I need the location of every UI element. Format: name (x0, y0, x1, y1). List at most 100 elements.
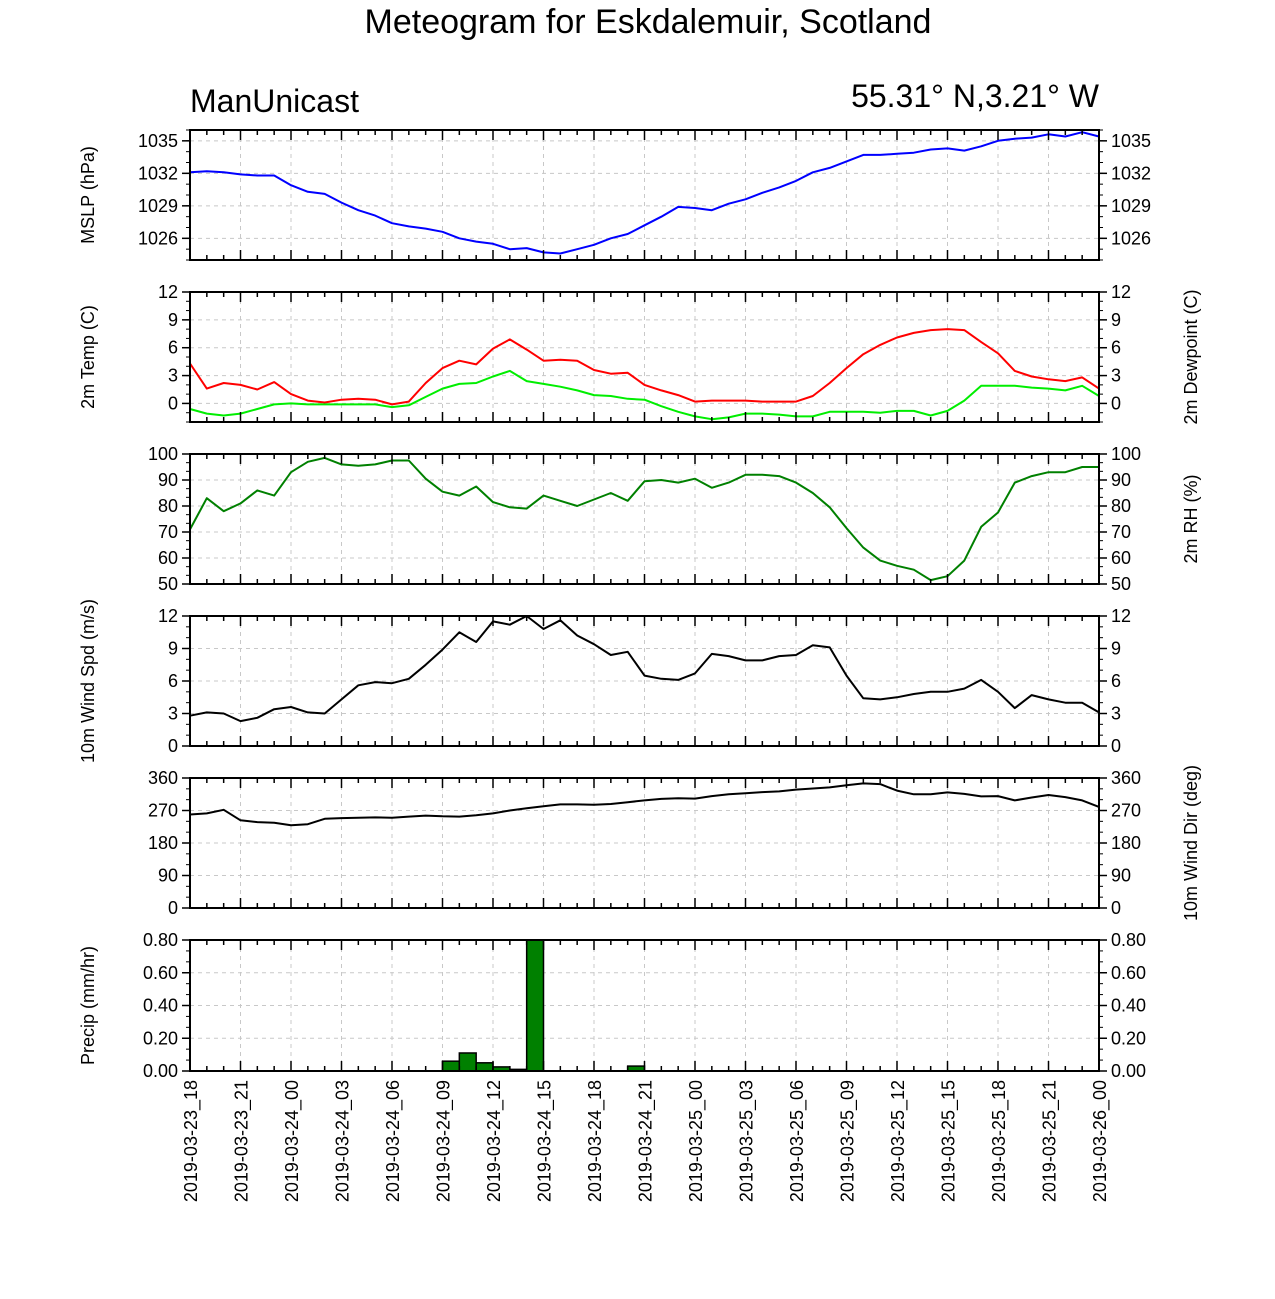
y-tick-label: 0 (168, 393, 178, 413)
temp-panel: 0 0 3 3 6 6 9 9 12 12 2m Temp (C) 2m Dewpoint (C) (78, 282, 1201, 425)
x-tick-label: 2019-03-24_03 (333, 1080, 354, 1202)
y-tick-label: 6 (168, 671, 178, 691)
x-tick-label: 2019-03-25_15 (939, 1080, 960, 1202)
precip-bar (458, 1052, 477, 1072)
y-tick-label: 0 (168, 736, 178, 756)
wspd-panel: 0 0 3 3 6 6 9 9 12 12 10m Wind Spd (m/s) (78, 599, 1131, 763)
x-tick-label: 2019-03-24_06 (383, 1080, 404, 1202)
panels-group: 1026 1026 1029 1029 1032 1032 1035 1035 MSLP (hP… (78, 129, 1201, 1202)
location-label: 55.31° N,3.21° W (851, 78, 1100, 114)
y-tick-label: 0.20 (143, 1028, 178, 1048)
x-tick-label: 2019-03-25_03 (737, 1080, 758, 1202)
y-tick-label: 0.40 (143, 996, 178, 1016)
y-tick-label: 70 (158, 522, 178, 542)
temp-ylabel-left: 2m Temp (C) (78, 305, 98, 409)
x-tick-label: 2019-03-25_00 (686, 1080, 707, 1202)
y-tick-label-right: 0 (1111, 393, 1121, 413)
y-tick-label: 0.60 (143, 963, 178, 983)
y-tick-label-right: 12 (1111, 606, 1131, 626)
y-tick-label-right: 1029 (1111, 196, 1151, 216)
y-tick-label: 0 (168, 898, 178, 918)
x-tick-label: 2019-03-25_09 (838, 1080, 859, 1202)
x-tick-label: 2019-03-23_18 (181, 1080, 202, 1202)
y-tick-label-right: 0.00 (1111, 1061, 1146, 1081)
wdir-panel: 0 0 90 90 180 180 270 270 360 360 10m Wind Dir (de… (148, 765, 1201, 921)
precip-bar (441, 1060, 461, 1072)
y-tick-label-right: 0.40 (1111, 996, 1146, 1016)
y-tick-label: 50 (158, 574, 178, 594)
wspd-ylabel-left: 10m Wind Spd (m/s) (78, 599, 98, 763)
precip-ylabel-left: Precip (mm/hr) (78, 946, 98, 1065)
y-tick-label: 1026 (138, 228, 178, 248)
x-tick-label: 2019-03-24_15 (535, 1080, 556, 1202)
x-tick-label: 2019-03-23_21 (232, 1080, 253, 1202)
y-tick-label-right: 0.60 (1111, 963, 1146, 983)
y-tick-label: 90 (158, 866, 178, 886)
wspd-series-line-1 (189, 615, 1100, 723)
mslp-ylabel-left: MSLP (hPa) (78, 146, 98, 244)
temp-series-line-1 (189, 328, 1100, 406)
x-tick-label: 2019-03-24_12 (484, 1080, 505, 1202)
y-tick-label-right: 0.80 (1111, 930, 1146, 950)
y-tick-label-right: 3 (1111, 704, 1121, 724)
y-tick-label: 1035 (138, 131, 178, 151)
y-tick-label: 12 (158, 606, 178, 626)
x-tick-label: 2019-03-24_21 (636, 1080, 657, 1202)
temp-ylabel-right: 2m Dewpoint (C) (1181, 289, 1201, 424)
x-tick-labels: 2019-03-23_18 2019-03-23_21 2019-03-24_00 2… (181, 1080, 1111, 1202)
y-tick-label: 360 (148, 768, 178, 788)
precip-bar (525, 939, 545, 1072)
y-tick-label: 270 (148, 801, 178, 821)
x-tick-label: 2019-03-26_00 (1090, 1080, 1111, 1202)
y-tick-label-right: 270 (1111, 801, 1141, 821)
y-tick-label: 90 (158, 470, 178, 490)
y-tick-label-right: 1032 (1111, 163, 1151, 183)
temp-series-line-2 (189, 369, 1100, 421)
x-tick-label: 2019-03-25_21 (1040, 1080, 1061, 1202)
x-tick-label: 2019-03-25_06 (787, 1080, 808, 1202)
y-tick-label: 100 (148, 444, 178, 464)
y-tick-label-right: 60 (1111, 548, 1131, 568)
y-tick-label-right: 0.20 (1111, 1028, 1146, 1048)
y-tick-label-right: 6 (1111, 671, 1121, 691)
y-tick-label: 12 (158, 282, 178, 302)
y-tick-label-right: 50 (1111, 574, 1131, 594)
y-tick-label: 9 (168, 639, 178, 659)
y-tick-label-right: 1035 (1111, 131, 1151, 151)
y-tick-label-right: 9 (1111, 310, 1121, 330)
precip-bar (475, 1062, 494, 1072)
y-tick-label: 60 (158, 548, 178, 568)
y-tick-label: 180 (148, 833, 178, 853)
precip-panel: 0.00 0.00 0.20 0.20 0.40 0.40 0.60 0.60 0.80 0.80… (78, 930, 1146, 1081)
x-tick-label: 2019-03-24_09 (434, 1080, 455, 1202)
y-tick-label-right: 0 (1111, 736, 1121, 756)
x-tick-label: 2019-03-24_18 (585, 1080, 606, 1202)
y-tick-label: 1032 (138, 163, 178, 183)
x-tick-label: 2019-03-24_00 (282, 1080, 303, 1202)
y-tick-label-right: 80 (1111, 496, 1131, 516)
wdir-ylabel-right: 10m Wind Dir (deg) (1181, 765, 1201, 921)
model-label: ManUnicast (190, 83, 359, 119)
y-tick-label-right: 90 (1111, 866, 1131, 886)
y-tick-label-right: 360 (1111, 768, 1141, 788)
y-tick-label: 6 (168, 338, 178, 358)
y-tick-label: 0.00 (143, 1061, 178, 1081)
x-tick-label: 2019-03-25_12 (888, 1080, 909, 1202)
y-tick-label: 9 (168, 310, 178, 330)
y-tick-label-right: 6 (1111, 338, 1121, 358)
y-tick-label-right: 100 (1111, 444, 1141, 464)
y-tick-label: 1029 (138, 196, 178, 216)
y-tick-label-right: 70 (1111, 522, 1131, 542)
y-tick-label-right: 90 (1111, 470, 1131, 490)
y-tick-label-right: 1026 (1111, 228, 1151, 248)
rh-ylabel-right: 2m RH (%) (1181, 475, 1201, 564)
mslp-panel: 1026 1026 1029 1029 1032 1032 1035 1035 MSLP (hP… (78, 129, 1151, 261)
y-tick-label: 0.80 (143, 930, 178, 950)
y-tick-label: 80 (158, 496, 178, 516)
y-tick-label-right: 3 (1111, 366, 1121, 386)
y-tick-label-right: 9 (1111, 639, 1121, 659)
y-tick-label-right: 0 (1111, 898, 1121, 918)
rh-panel: 50 50 60 60 70 70 80 80 90 90 100 100 2m RH (%) (148, 444, 1201, 594)
x-tick-label: 2019-03-25_18 (989, 1080, 1010, 1202)
